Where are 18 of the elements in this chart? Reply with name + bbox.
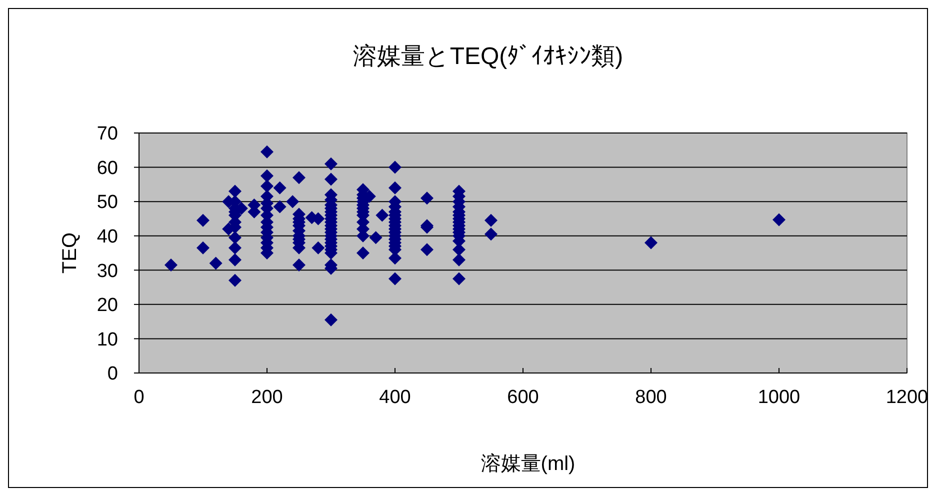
- x-tick-label: 400: [379, 387, 411, 408]
- x-tick-label: 200: [251, 387, 283, 408]
- x-tick-label: 800: [635, 387, 667, 408]
- y-axis-title: TEQ: [59, 232, 81, 274]
- y-tick-label: 50: [96, 192, 118, 214]
- y-tick-label: 10: [96, 329, 118, 350]
- x-tick-label: 1000: [758, 387, 800, 408]
- y-tick-label: 40: [96, 226, 118, 248]
- y-tick-label: 70: [96, 124, 118, 145]
- y-tick-label: 0: [107, 364, 118, 385]
- x-tick-label: 600: [507, 387, 539, 408]
- y-tick-label: 20: [96, 295, 118, 316]
- x-tick-label: 1200: [886, 387, 928, 408]
- x-tick-label: 0: [134, 387, 144, 408]
- x-axis-title: 溶媒量(ml): [480, 453, 576, 475]
- y-tick-label: 30: [96, 260, 118, 282]
- chart-title: 溶媒量とTEQ(ﾀﾞｲｵｷｼﾝ類): [352, 43, 624, 70]
- y-tick-label: 60: [96, 158, 118, 179]
